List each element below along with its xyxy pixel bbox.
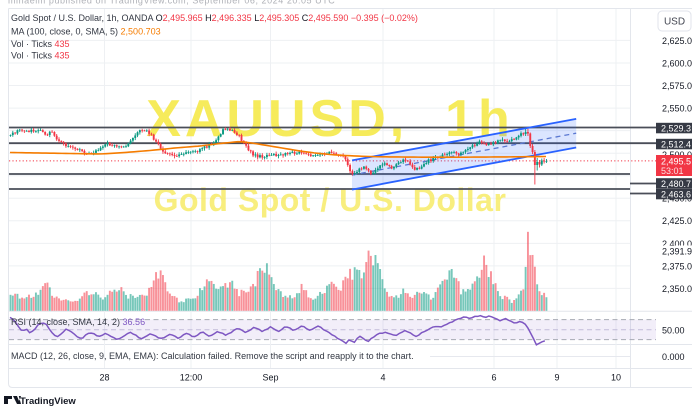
svg-text:2,495.5: 2,495.5 (661, 157, 691, 167)
svg-text:2,463.6: 2,463.6 (661, 190, 691, 200)
svg-text:2,625.0: 2,625.0 (662, 36, 692, 46)
svg-text:XAUUSD, 1h: XAUUSD, 1h (146, 90, 514, 148)
svg-text:Gold Spot / U.S. Dollar: Gold Spot / U.S. Dollar (154, 182, 507, 218)
svg-text:0.000: 0.000 (662, 352, 685, 362)
svg-text:10: 10 (611, 373, 621, 383)
svg-text:2,480.7: 2,480.7 (661, 179, 691, 189)
svg-text:TradingView: TradingView (20, 396, 76, 407)
svg-text:2,425.0: 2,425.0 (662, 216, 692, 226)
svg-text:6: 6 (491, 373, 496, 383)
svg-text:Vol · Ticks 435: Vol · Ticks 435 (11, 51, 70, 61)
svg-text:28: 28 (99, 373, 109, 383)
svg-text:2,400.0: 2,400.0 (662, 239, 692, 249)
svg-text:50.00: 50.00 (662, 325, 685, 335)
svg-text:Sep: Sep (262, 373, 278, 383)
svg-text:2,529.3: 2,529.3 (661, 124, 691, 134)
svg-text:MACD (12, 26, close, 9, EMA, E: MACD (12, 26, close, 9, EMA, EMA): Calcu… (11, 351, 414, 361)
svg-text:USD: USD (664, 17, 685, 28)
svg-text:RSI (14, close, SMA, 14, 2) 36: RSI (14, close, SMA, 14, 2) 36.56 (11, 317, 145, 327)
svg-text:2,350.0: 2,350.0 (662, 284, 692, 294)
svg-text:53:01: 53:01 (661, 166, 684, 176)
svg-text:2,512.4: 2,512.4 (661, 140, 691, 150)
svg-text:12:00: 12:00 (180, 373, 203, 383)
svg-text:Vol · Ticks 435: Vol · Ticks 435 (11, 39, 70, 49)
svg-text:2,575.0: 2,575.0 (662, 81, 692, 91)
svg-text:Gold Spot / U.S. Dollar, 1h, O: Gold Spot / U.S. Dollar, 1h, OANDA O2,49… (11, 13, 418, 23)
svg-text:2,600.0: 2,600.0 (662, 58, 692, 68)
svg-text:9: 9 (554, 373, 559, 383)
svg-text:MA (100, close, 0, SMA, 5) 2,5: MA (100, close, 0, SMA, 5) 2,500.703 (11, 27, 161, 37)
svg-text:2,375.0: 2,375.0 (662, 261, 692, 271)
svg-text:4: 4 (380, 373, 385, 383)
svg-text:2,391.9: 2,391.9 (662, 246, 692, 256)
svg-text:2,550.0: 2,550.0 (662, 104, 692, 114)
svg-text:mihaelm published on TradingVi: mihaelm published on TradingView.com, Se… (8, 0, 335, 5)
